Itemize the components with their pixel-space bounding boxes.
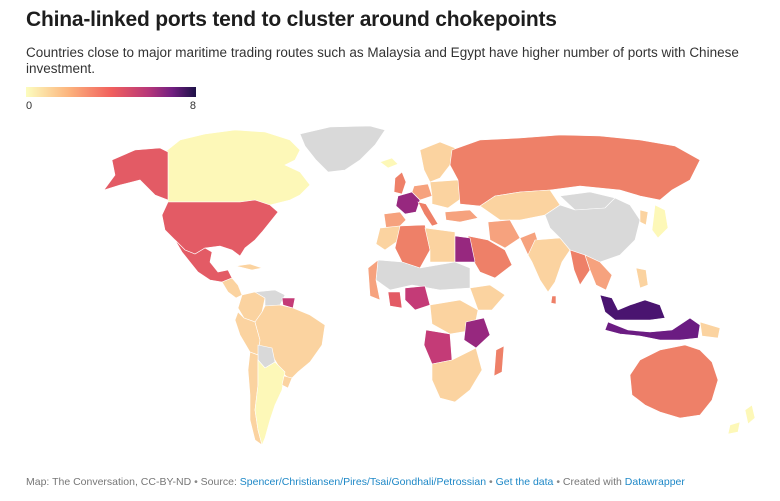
legend-max-label: 8 bbox=[189, 100, 196, 112]
footer-separator: • bbox=[556, 476, 563, 488]
region-alaska[interactable] bbox=[103, 147, 169, 201]
map-credit: Map: The Conversation, CC-BY-ND bbox=[26, 476, 192, 488]
region-spain[interactable] bbox=[383, 211, 407, 229]
region-mexico[interactable] bbox=[174, 239, 233, 283]
region-horn-of-africa[interactable] bbox=[469, 284, 506, 311]
world-choropleth-map bbox=[103, 125, 756, 446]
datawrapper-link[interactable]: Datawrapper bbox=[624, 476, 685, 488]
region-new-zealand[interactable] bbox=[727, 404, 756, 435]
region-ghana[interactable] bbox=[387, 291, 403, 309]
region-algeria[interactable] bbox=[394, 224, 431, 269]
region-egypt[interactable] bbox=[454, 235, 476, 263]
region-morocco[interactable] bbox=[375, 225, 403, 251]
created-with-label: Created with bbox=[562, 476, 622, 488]
region-australia[interactable] bbox=[629, 344, 719, 419]
region-madagascar[interactable] bbox=[493, 345, 505, 377]
region-nigeria[interactable] bbox=[404, 285, 431, 311]
region-philippines[interactable] bbox=[635, 267, 649, 289]
region-southeast-asia[interactable] bbox=[584, 254, 613, 291]
region-canada[interactable] bbox=[164, 129, 311, 206]
region-papua-new-guinea[interactable] bbox=[699, 321, 721, 339]
region-myanmar[interactable] bbox=[569, 249, 591, 286]
region-libya[interactable] bbox=[424, 227, 456, 263]
region-scandinavia[interactable] bbox=[419, 141, 456, 183]
region-malaysia[interactable] bbox=[599, 294, 666, 321]
legend-gradient bbox=[26, 87, 196, 97]
region-southern-africa[interactable] bbox=[431, 347, 483, 403]
region-india[interactable] bbox=[527, 237, 571, 293]
legend-min-label: 0 bbox=[26, 100, 33, 112]
chart-title: China-linked ports tend to cluster aroun… bbox=[26, 8, 557, 31]
region-united-kingdom[interactable] bbox=[393, 171, 407, 195]
region-korea[interactable] bbox=[639, 209, 649, 226]
region-eastern-europe[interactable] bbox=[429, 179, 463, 209]
region-west-africa[interactable] bbox=[367, 259, 381, 301]
source-link[interactable]: Spencer/Christiansen/Pires/Tsai/Gondhali… bbox=[239, 476, 487, 488]
region-japan[interactable] bbox=[651, 204, 669, 239]
footer-separator: • bbox=[194, 476, 201, 488]
region-argentina[interactable] bbox=[254, 359, 286, 446]
region-cuba[interactable] bbox=[235, 263, 264, 271]
footer-separator: • bbox=[489, 476, 496, 488]
region-central-america[interactable] bbox=[221, 277, 243, 299]
color-legend: 0 8 bbox=[26, 87, 196, 114]
region-germany[interactable] bbox=[411, 183, 433, 201]
region-indonesia[interactable] bbox=[604, 317, 701, 341]
region-sri-lanka[interactable] bbox=[550, 295, 557, 305]
region-uruguay[interactable] bbox=[281, 375, 293, 389]
region-russia[interactable] bbox=[449, 134, 701, 207]
chart-subtitle: Countries close to major maritime tradin… bbox=[26, 45, 739, 76]
get-data-link[interactable]: Get the data bbox=[495, 476, 554, 488]
region-greenland[interactable] bbox=[299, 125, 386, 173]
region-sahel[interactable] bbox=[375, 259, 471, 291]
region-tanzania[interactable] bbox=[463, 317, 491, 349]
region-iceland[interactable] bbox=[379, 157, 399, 169]
region-iran[interactable] bbox=[487, 219, 521, 249]
source-label: Source: bbox=[200, 476, 237, 488]
region-angola[interactable] bbox=[423, 329, 453, 365]
region-turkey[interactable] bbox=[444, 209, 479, 223]
chart-footer: Map: The Conversation, CC-BY-ND • Source… bbox=[26, 476, 685, 488]
region-italy[interactable] bbox=[417, 201, 439, 227]
